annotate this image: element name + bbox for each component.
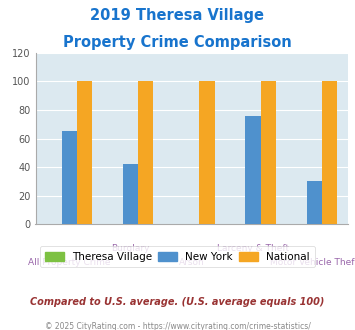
Text: 2019 Theresa Village: 2019 Theresa Village	[91, 8, 264, 23]
Text: Burglary: Burglary	[111, 244, 150, 253]
Bar	[138, 82, 153, 224]
Text: Property Crime Comparison: Property Crime Comparison	[63, 35, 292, 50]
Legend: Theresa Village, New York, National: Theresa Village, New York, National	[40, 247, 315, 267]
Bar	[245, 116, 261, 224]
Bar	[307, 182, 322, 224]
Text: Compared to U.S. average. (U.S. average equals 100): Compared to U.S. average. (U.S. average …	[30, 297, 325, 307]
Text: © 2025 CityRating.com - https://www.cityrating.com/crime-statistics/: © 2025 CityRating.com - https://www.city…	[45, 322, 310, 330]
Bar	[77, 82, 92, 224]
Text: All Property Crime: All Property Crime	[28, 258, 110, 267]
Bar	[322, 82, 337, 224]
Text: Arson: Arson	[179, 258, 204, 267]
Bar	[200, 82, 215, 224]
Text: Motor Vehicle Theft: Motor Vehicle Theft	[270, 258, 355, 267]
Bar	[261, 82, 276, 224]
Text: Larceny & Theft: Larceny & Theft	[217, 244, 289, 253]
Bar	[123, 164, 138, 224]
Bar	[61, 131, 77, 224]
